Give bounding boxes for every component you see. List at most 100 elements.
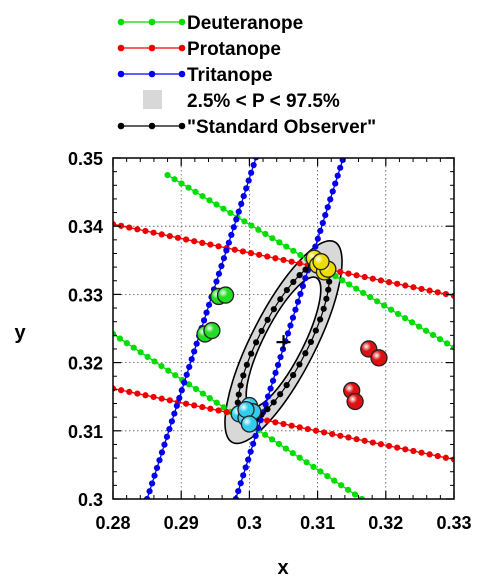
series-deuteranope-dot bbox=[338, 482, 345, 489]
series-deuteranope-dot bbox=[436, 336, 444, 343]
series-deuteranope-dot bbox=[339, 277, 346, 284]
legend-item: Tritanope bbox=[117, 65, 273, 86]
series-tritanope-dot bbox=[339, 158, 346, 164]
legend-swatch-box bbox=[143, 90, 162, 109]
legend-swatch-dot bbox=[148, 18, 156, 26]
series-deuteranope-dot bbox=[374, 298, 381, 305]
series-protanope-dot bbox=[280, 256, 287, 264]
legend: Deuteranope Protanope Tritanope 2.5% < P < … bbox=[117, 13, 376, 138]
series-deuteranope-dot bbox=[220, 404, 227, 411]
ticks: 0.28 0.29 0.3 0.31 0.32 0.33 0.3 0.31 0.32 0.33 0.… bbox=[68, 149, 472, 533]
series-deuteranope-dot bbox=[185, 184, 192, 191]
series-protanope-dot bbox=[434, 289, 441, 296]
y-tick-label: 0.33 bbox=[68, 285, 103, 305]
series-tritanope-dot bbox=[237, 480, 244, 487]
standard-observer-dot bbox=[264, 406, 271, 413]
series-deuteranope-dot bbox=[178, 180, 185, 187]
legend-label: Protanope bbox=[187, 39, 281, 60]
series-deuteranope-dot bbox=[310, 463, 317, 471]
y-tick-label: 0.3 bbox=[78, 490, 103, 510]
legend-label: Tritanope bbox=[187, 65, 273, 86]
series-deuteranope-dot bbox=[171, 176, 178, 183]
series-tritanope-dot bbox=[324, 204, 331, 211]
series-deuteranope-dot bbox=[172, 372, 179, 379]
series-tritanope-dot bbox=[267, 385, 274, 392]
series-tritanope-dot bbox=[148, 480, 156, 487]
standard-observer-dot bbox=[237, 382, 244, 389]
standard-observer-dot bbox=[248, 350, 255, 357]
standard-observer-dot bbox=[326, 278, 333, 285]
series-tritanope-dot bbox=[258, 139, 264, 145]
series-protanope-dot bbox=[142, 227, 149, 235]
series-tritanope-dot bbox=[269, 377, 277, 384]
series-protanope-dot bbox=[150, 229, 157, 236]
series-protanope-dot bbox=[353, 272, 360, 279]
series-protanope-dot bbox=[385, 442, 393, 450]
series-tritanope-dot bbox=[181, 379, 188, 386]
series-deuteranope-dot bbox=[130, 344, 137, 351]
series-deuteranope-dot bbox=[248, 222, 255, 229]
plot-frame bbox=[112, 157, 455, 500]
series-tritanope-dot bbox=[161, 441, 168, 448]
series-protanope-dot bbox=[215, 243, 222, 250]
series-deuteranope-dot bbox=[324, 472, 331, 480]
series-tritanope-dot bbox=[225, 239, 232, 246]
standard-observer-dot bbox=[240, 372, 247, 379]
series-protanope-dot bbox=[410, 447, 417, 455]
series-tritanope-dot bbox=[203, 309, 210, 316]
series-tritanope-dot bbox=[220, 255, 228, 262]
series-tritanope-dot bbox=[319, 219, 326, 227]
series-protanope-dot bbox=[199, 403, 206, 411]
standard-observer-dot bbox=[258, 327, 265, 335]
standard-observer-dot bbox=[270, 399, 277, 406]
series-protanope-dot bbox=[126, 388, 133, 395]
series-tritanope-dot bbox=[345, 141, 351, 147]
standard-observer-dot bbox=[277, 391, 284, 398]
plot-content bbox=[113, 139, 454, 499]
series-tritanope-dot bbox=[294, 298, 302, 305]
standard-observer-dot bbox=[325, 286, 332, 293]
legend-swatch-dot bbox=[117, 44, 125, 52]
series-tritanope-dot bbox=[230, 224, 237, 231]
x-tick-label: 0.33 bbox=[436, 513, 471, 533]
legend-item: Protanope bbox=[117, 39, 281, 60]
series-tritanope-dot bbox=[191, 348, 198, 355]
series-protanope-dot bbox=[182, 236, 190, 243]
series-protanope-dot bbox=[191, 402, 198, 409]
series-protanope-dot bbox=[288, 258, 295, 265]
series-protanope-dot bbox=[345, 434, 352, 441]
standard-observer-dot bbox=[312, 327, 319, 334]
series-protanope-dot bbox=[126, 224, 133, 231]
series-deuteranope-dot bbox=[192, 188, 199, 195]
series-tritanope-dot bbox=[312, 243, 319, 250]
series-deuteranope-dot bbox=[123, 340, 130, 347]
series-deuteranope-dot bbox=[199, 390, 206, 397]
standard-observer-dot bbox=[290, 278, 297, 286]
standard-observer-dot bbox=[283, 381, 290, 389]
series-tritanope-dot bbox=[166, 426, 173, 433]
legend-swatch-dot bbox=[178, 70, 186, 78]
series-protanope-dot bbox=[418, 285, 425, 293]
series-protanope-dot bbox=[247, 250, 255, 257]
series-tritanope-dot bbox=[277, 353, 284, 361]
series-tritanope-dot bbox=[334, 172, 341, 179]
series-deuteranope-dot bbox=[443, 340, 451, 347]
series-tritanope-dot bbox=[245, 456, 252, 463]
series-tritanope-dot bbox=[342, 149, 348, 155]
series-protanope-dot bbox=[304, 425, 311, 433]
y-tick-label: 0.35 bbox=[68, 149, 103, 169]
legend-swatch-dot bbox=[148, 70, 156, 78]
standard-observer-dot bbox=[296, 361, 303, 368]
series-tritanope-dot bbox=[262, 401, 269, 408]
series-deuteranope-dot bbox=[395, 310, 402, 318]
series-protanope-dot bbox=[442, 454, 449, 461]
series-tritanope-dot bbox=[218, 262, 225, 270]
standard-observer-dot bbox=[253, 339, 260, 346]
series-protanope-dot bbox=[394, 280, 401, 287]
point-red bbox=[346, 392, 364, 411]
series-deuteranope-dot bbox=[269, 235, 276, 242]
series-protanope-dot bbox=[150, 393, 157, 401]
series-deuteranope-dot bbox=[220, 205, 227, 212]
series-tritanope-dot bbox=[297, 290, 304, 298]
series-tritanope-dot bbox=[329, 188, 336, 195]
